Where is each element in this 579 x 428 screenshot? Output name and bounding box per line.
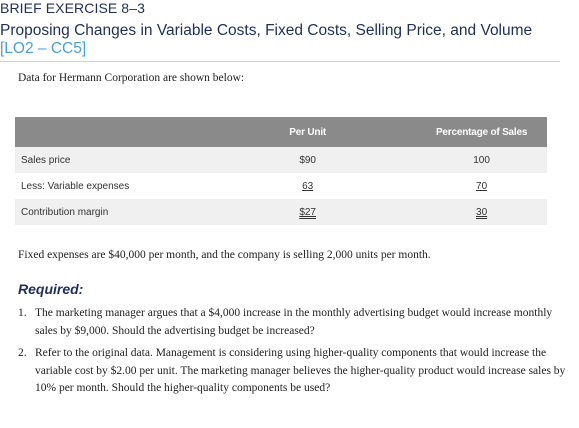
title-divider (0, 61, 560, 62)
per-unit-value: 63 (302, 180, 314, 192)
exercise-label: BRIEF EXERCISE 8–3 (0, 0, 145, 16)
learning-objectives: [LO2 – CC5] (0, 40, 87, 57)
row-percent: 100 (416, 147, 547, 173)
requirement-number: 2. (18, 347, 27, 359)
percent-value: 70 (476, 180, 488, 192)
per-unit-value: $27 (299, 206, 316, 218)
title-text: Proposing Changes in Variable Costs, Fix… (0, 22, 533, 39)
table-row: Sales price $90 100 (15, 147, 547, 173)
header-per-unit: Per Unit (199, 117, 417, 147)
percent-value: 30 (476, 206, 488, 218)
row-per-unit: 63 (199, 173, 417, 199)
table-row: Less: Variable expenses 63 70 (15, 173, 547, 199)
requirement-number: 1. (18, 307, 27, 319)
header-label (15, 117, 200, 147)
requirement-item: 2. Refer to the original data. Managemen… (18, 345, 566, 398)
row-per-unit: $90 (199, 147, 417, 173)
row-percent: 70 (416, 173, 547, 199)
requirement-item: 1. The marketing manager argues that a $… (18, 305, 566, 340)
fixed-expenses-note: Fixed expenses are $40,000 per month, an… (18, 249, 431, 261)
requirement-text: The marketing manager argues that a $4,0… (35, 307, 553, 337)
table-row: Contribution margin $27 30 (15, 199, 547, 225)
requirement-text: Refer to the original data. Management i… (35, 347, 566, 394)
required-heading: Required: (18, 281, 84, 297)
exercise-title: Proposing Changes in Variable Costs, Fix… (0, 22, 560, 58)
row-label: Sales price (15, 147, 200, 173)
row-percent: 30 (416, 199, 547, 225)
requirements-list: 1. The marketing manager argues that a $… (18, 305, 566, 403)
row-label: Less: Variable expenses (15, 173, 200, 199)
table-header-row: Per Unit Percentage of Sales (15, 117, 547, 147)
row-per-unit: $27 (199, 199, 417, 225)
header-percentage: Percentage of Sales (416, 117, 547, 147)
intro-text: Data for Hermann Corporation are shown b… (18, 72, 245, 84)
data-table: Per Unit Percentage of Sales Sales price… (15, 117, 547, 225)
row-label: Contribution margin (15, 199, 200, 225)
